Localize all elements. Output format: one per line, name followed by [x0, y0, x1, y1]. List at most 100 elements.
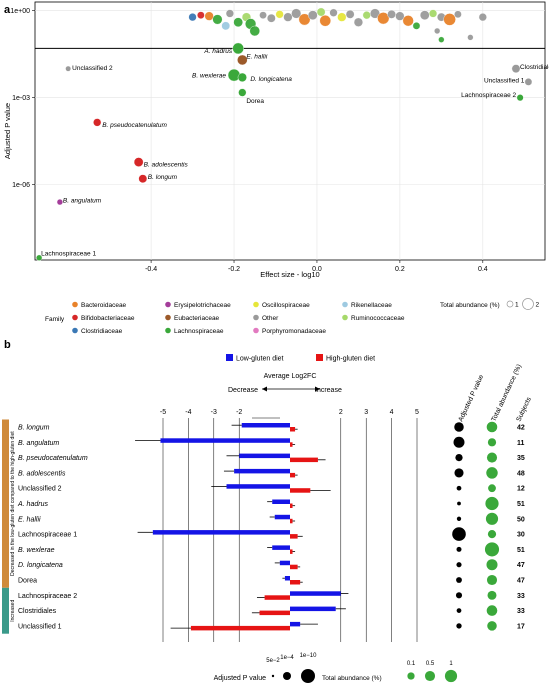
scatter-point — [221, 21, 231, 31]
b-tick-label: -5 — [160, 409, 166, 416]
subjects-value: 11 — [517, 440, 525, 447]
panel-a-ticks: -0.4 -0.2 0.0 0.2 0.4 1e+00 1e-03 1e-06 — [10, 8, 487, 273]
subjects-value: 17 — [517, 623, 525, 630]
legend-swatch — [226, 354, 233, 361]
legend-size-label: 2 — [536, 302, 540, 309]
scatter-point — [329, 8, 338, 17]
bar — [290, 457, 318, 463]
scatter-point — [259, 11, 267, 19]
y-tick-label: 1e+00 — [10, 8, 30, 15]
abundance-mark — [486, 574, 498, 586]
row-label: Dorea — [18, 578, 37, 585]
pvalue-mark — [456, 485, 462, 491]
bar — [152, 530, 290, 535]
legend-swatch — [165, 301, 171, 308]
legend-swatch — [253, 301, 259, 308]
bar — [284, 576, 290, 581]
abundance-mark — [487, 621, 497, 631]
abundance-mark — [486, 467, 498, 479]
scatter-point — [56, 198, 63, 206]
scatter-point — [353, 17, 363, 27]
legend-swatch — [165, 314, 171, 321]
legend-swatch — [342, 301, 348, 308]
panel-a-legend: Family Total abundance (%) Bacteroidacea… — [45, 298, 540, 335]
bar — [272, 545, 290, 550]
subjects-value: 42 — [517, 425, 525, 432]
scatter-point — [362, 11, 371, 20]
scatter-point — [238, 88, 247, 97]
b-tick-label: -3 — [211, 409, 217, 416]
scatter-point — [337, 12, 347, 22]
abundance-mark — [487, 529, 497, 539]
b-increase-label: Increase — [315, 387, 342, 394]
size-legend-mark — [301, 669, 315, 683]
scatter-point — [237, 72, 247, 82]
point-label: Lachnospiraceae 1 — [41, 250, 96, 257]
abundance-mark — [486, 452, 498, 463]
panel-b-chart: -5 -4 -3 -2 2 3 4 5 B. longum 42 B. angulatum 11 B. … — [17, 409, 525, 642]
legend-swatch — [72, 301, 78, 308]
b-tick-label: 2 — [339, 409, 343, 416]
panel-b-size-legend: Adjusted P value 5e−2 1e−4 1e−10 Total abund… — [214, 653, 458, 683]
scatter-point — [212, 14, 223, 25]
pvalue-mark — [453, 436, 465, 448]
row-label: Unclassified 2 — [18, 486, 62, 493]
legend-swatch — [165, 327, 171, 334]
x-tick-label: -0.2 — [228, 266, 240, 273]
point-label: Clostridiales — [520, 64, 549, 71]
subjects-value: 51 — [517, 501, 525, 508]
legend-swatch — [316, 354, 323, 361]
pvalue-mark — [455, 592, 463, 599]
size-legend-mark — [424, 670, 436, 682]
legend-label: Eubacteriaceae — [174, 315, 220, 322]
bar — [190, 625, 290, 631]
panel-b-groups: Decreased in the low-gluten diet compare… — [2, 419, 16, 634]
size-legend-label: 5e−2 — [266, 658, 280, 664]
x-tick-label: 0.2 — [395, 266, 405, 273]
panel-a-frame — [34, 1, 546, 261]
abundance-mark — [486, 421, 498, 433]
bar — [290, 472, 296, 478]
scatter-point — [283, 12, 293, 22]
point-label: B. angulatum — [63, 198, 102, 205]
scatter-point — [133, 157, 144, 167]
point-label: Dorea — [246, 98, 264, 105]
row-label: B. adolescentis — [18, 470, 66, 477]
subjects-value: 12 — [517, 486, 525, 493]
legend-label: Bacteroidaceae — [81, 302, 127, 309]
abundance-mark — [486, 605, 498, 616]
subjects-value: 51 — [517, 547, 525, 554]
group-bar — [2, 587, 9, 634]
abundance-mark — [485, 512, 499, 525]
scatter-point — [308, 10, 318, 20]
pvalue-mark — [456, 516, 462, 521]
panel-a-ylabel: Adjusted P value — [3, 103, 12, 159]
row-label: B. longum — [18, 425, 50, 432]
subjects-value: 48 — [517, 470, 525, 477]
scatter-point — [237, 54, 248, 66]
scatter-point — [204, 11, 214, 21]
scatter-point — [402, 15, 414, 27]
scatter-point — [93, 118, 102, 127]
b-arrow — [262, 386, 320, 392]
scatter-point — [138, 174, 148, 184]
group-label: Decreased in the low-gluten diet compare… — [10, 431, 16, 576]
point-label: A. hadrus — [203, 48, 233, 55]
column-header: Adjusted P value — [457, 374, 485, 423]
point-label: B. adolescentis — [144, 162, 189, 169]
subjects-value: 33 — [517, 593, 525, 600]
x-tick-label: -0.4 — [145, 266, 157, 273]
size-legend-mark — [271, 674, 275, 678]
scatter-point — [65, 65, 72, 72]
b-tick-label: 4 — [390, 409, 394, 416]
panel-b-legend: Low-gluten diet High-gluten diet — [226, 354, 375, 363]
x-tick-label: 0.0 — [312, 266, 322, 273]
legend-label: High-gluten diet — [326, 356, 375, 363]
scatter-point — [467, 34, 474, 41]
abundance-mark — [485, 496, 499, 511]
scatter-point — [232, 42, 244, 55]
point-label: B. wexlerae — [192, 73, 226, 80]
bar — [264, 595, 290, 600]
legend-swatch — [253, 314, 259, 321]
legend-label: Ruminococcaceae — [351, 315, 405, 322]
